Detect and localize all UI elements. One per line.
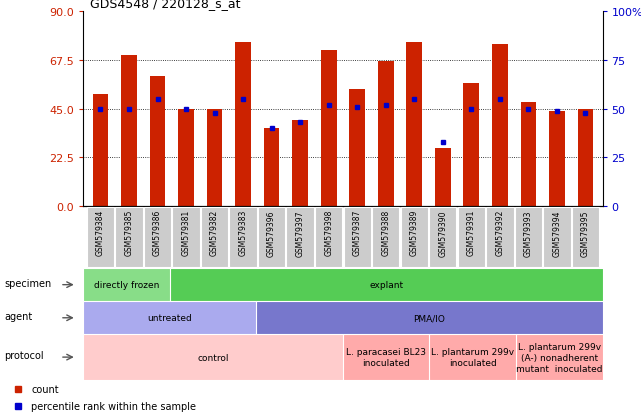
FancyBboxPatch shape	[401, 207, 428, 268]
Text: L. paracasei BL23
inoculated: L. paracasei BL23 inoculated	[346, 347, 426, 367]
Bar	[121, 55, 137, 206]
FancyBboxPatch shape	[87, 207, 114, 268]
Text: GSM579384: GSM579384	[96, 210, 105, 256]
Text: GSM579386: GSM579386	[153, 210, 162, 256]
FancyBboxPatch shape	[458, 207, 485, 268]
FancyBboxPatch shape	[115, 207, 143, 268]
Bar	[520, 103, 537, 206]
FancyBboxPatch shape	[429, 207, 456, 268]
FancyBboxPatch shape	[572, 207, 599, 268]
Bar	[92, 94, 108, 206]
Text: agent: agent	[4, 311, 33, 321]
Text: GSM579381: GSM579381	[181, 210, 190, 256]
Text: GSM579390: GSM579390	[438, 210, 447, 256]
Text: GSM579396: GSM579396	[267, 210, 276, 256]
FancyBboxPatch shape	[83, 268, 170, 301]
Text: L. plantarum 299v
(A-) nonadherent
mutant  inoculated: L. plantarum 299v (A-) nonadherent mutan…	[516, 342, 603, 373]
Bar	[378, 62, 394, 206]
Bar	[263, 129, 279, 206]
Text: protocol: protocol	[4, 350, 44, 360]
Bar	[206, 109, 222, 206]
FancyBboxPatch shape	[83, 335, 343, 380]
FancyBboxPatch shape	[344, 207, 371, 268]
Bar	[321, 51, 337, 206]
Text: L. plantarum 299v
inoculated: L. plantarum 299v inoculated	[431, 347, 514, 367]
Text: untreated: untreated	[147, 313, 192, 323]
Bar	[549, 112, 565, 206]
Text: GSM579389: GSM579389	[410, 210, 419, 256]
Text: GSM579395: GSM579395	[581, 210, 590, 256]
FancyBboxPatch shape	[170, 268, 603, 301]
FancyBboxPatch shape	[229, 207, 257, 268]
Bar	[578, 109, 594, 206]
Text: GSM579383: GSM579383	[238, 210, 247, 256]
Bar	[349, 90, 365, 206]
Text: directly frozen: directly frozen	[94, 280, 159, 290]
Text: GSM579392: GSM579392	[495, 210, 504, 256]
FancyBboxPatch shape	[144, 207, 171, 268]
Text: GSM579382: GSM579382	[210, 210, 219, 256]
FancyBboxPatch shape	[256, 301, 603, 335]
Text: GSM579387: GSM579387	[353, 210, 362, 256]
Bar	[149, 77, 165, 206]
Text: GSM579393: GSM579393	[524, 210, 533, 256]
FancyBboxPatch shape	[543, 207, 570, 268]
Bar	[463, 83, 479, 206]
Text: PMA/IO: PMA/IO	[413, 313, 445, 323]
Text: GDS4548 / 220128_s_at: GDS4548 / 220128_s_at	[90, 0, 240, 10]
Bar	[292, 120, 308, 206]
FancyBboxPatch shape	[372, 207, 399, 268]
Bar	[178, 109, 194, 206]
FancyBboxPatch shape	[258, 207, 285, 268]
FancyBboxPatch shape	[287, 207, 314, 268]
Text: GSM579385: GSM579385	[124, 210, 133, 256]
FancyBboxPatch shape	[201, 207, 228, 268]
Text: count: count	[31, 384, 59, 394]
Bar	[235, 43, 251, 206]
FancyBboxPatch shape	[429, 335, 516, 380]
Text: percentile rank within the sample: percentile rank within the sample	[31, 401, 196, 411]
FancyBboxPatch shape	[83, 301, 256, 335]
Text: GSM579388: GSM579388	[381, 210, 390, 256]
FancyBboxPatch shape	[486, 207, 513, 268]
Text: GSM579394: GSM579394	[553, 210, 562, 256]
FancyBboxPatch shape	[516, 335, 603, 380]
Bar	[435, 148, 451, 206]
Bar	[492, 45, 508, 206]
Text: GSM579391: GSM579391	[467, 210, 476, 256]
Bar	[406, 43, 422, 206]
Text: GSM579398: GSM579398	[324, 210, 333, 256]
Text: specimen: specimen	[4, 278, 51, 288]
Text: GSM579397: GSM579397	[296, 210, 304, 256]
FancyBboxPatch shape	[343, 335, 429, 380]
Text: control: control	[197, 353, 229, 362]
FancyBboxPatch shape	[515, 207, 542, 268]
FancyBboxPatch shape	[315, 207, 342, 268]
Text: explant: explant	[369, 280, 403, 290]
FancyBboxPatch shape	[172, 207, 200, 268]
